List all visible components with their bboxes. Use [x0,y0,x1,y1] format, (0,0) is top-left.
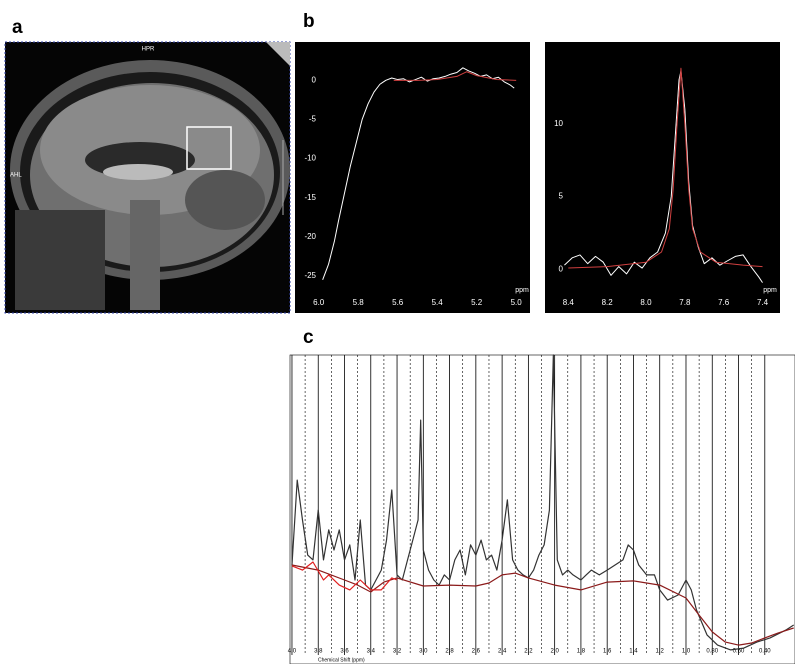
x-tick-label: 3.2 [393,649,402,655]
x-tick-label: 3.6 [340,649,349,655]
y-tick-label: -5 [309,115,317,124]
x-tick-label: 5.2 [471,298,483,307]
x-axis-label: Chemical Shift (ppm) [318,657,365,663]
x-tick-label: 2.6 [472,649,481,655]
x-tick-label: 8.4 [563,298,575,307]
plot-background [545,42,780,313]
x-tick-label: 8.2 [602,298,614,307]
x-tick-label: 1.2 [656,649,665,655]
x-tick-label: 0.60 [733,649,745,655]
x-tick-label: 0.40 [759,649,771,655]
x-tick-label: 4.0 [288,649,297,655]
x-tick-label: 5.4 [432,298,444,307]
y-tick-label: -10 [304,154,316,163]
x-tick-label: 5.6 [392,298,404,307]
y-tick-label: -25 [304,271,316,280]
y-tick-label: 0 [559,265,564,274]
x-axis-label: ppm [515,287,529,294]
x-tick-label: 7.8 [679,298,691,307]
x-tick-label: 0.80 [706,649,718,655]
series-line [291,561,398,591]
x-tick-label: 1.6 [603,649,612,655]
y-tick-label: -15 [304,193,316,202]
series-line [291,564,794,646]
y-tick-label: -20 [304,232,316,241]
x-tick-label: 8.0 [640,298,652,307]
mri-label: AHL [10,173,22,179]
x-tick-label: 1.0 [682,649,691,655]
x-tick-label: 2.2 [524,649,533,655]
series-line [568,67,763,269]
panel-label: c [303,327,314,348]
x-tick-label: 5.8 [353,298,365,307]
x-tick-label: 1.8 [577,649,586,655]
x-axis-label: ppm [763,287,777,294]
x-tick-label: 7.4 [757,298,769,307]
x-tick-label: 1.4 [629,649,638,655]
panel-label: b [303,11,315,32]
x-tick-label: 6.0 [313,298,325,307]
series-line [393,71,517,81]
x-tick-label: 3.4 [367,649,376,655]
x-tick-label: 7.6 [718,298,730,307]
series-line [564,70,763,283]
plot-background [289,354,795,664]
x-tick-label: 2.8 [445,649,454,655]
series-line [322,67,515,281]
mri-label: HPR [142,47,155,53]
x-tick-label: 3.8 [314,649,323,655]
mri-image: HPR AHL [4,41,291,314]
plot-background [295,42,530,313]
x-tick-label: 2.4 [498,649,507,655]
x-tick-label: 5.0 [511,298,523,307]
x-tick-label: 2.0 [550,649,559,655]
series-line [291,354,795,651]
y-tick-label: 0 [312,75,317,84]
y-tick-label: 10 [554,119,563,128]
panel-label: a [12,17,23,38]
y-tick-label: 5 [559,192,564,201]
x-tick-label: 3.0 [419,649,428,655]
